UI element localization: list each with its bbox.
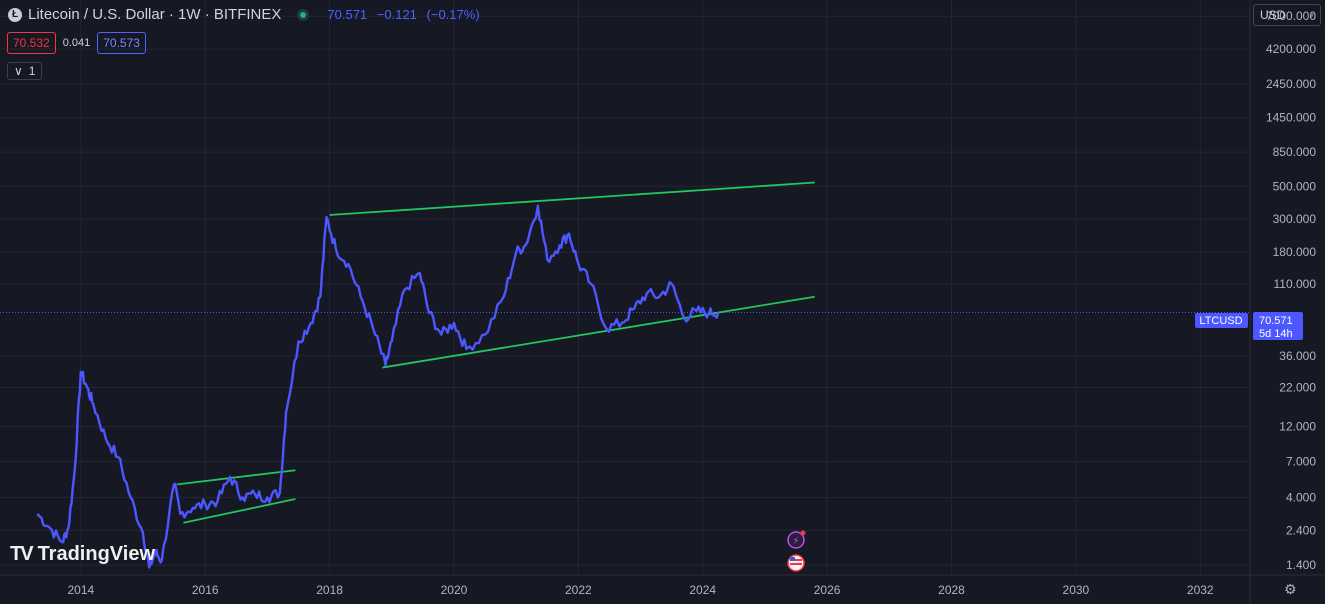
symbol-title[interactable]: Litecoin / U.S. Dollar · 1W · BITFINEX: [28, 6, 282, 23]
x-tick-label: 2028: [938, 583, 965, 597]
y-axis-ticks: 1.400 2.400 4.000 7.000 12.000 22.000 36.000 11…: [1266, 9, 1316, 572]
x-tick-label: 2020: [441, 583, 468, 597]
x-tick-label: 2018: [316, 583, 343, 597]
trend-line[interactable]: [382, 295, 815, 369]
trend-line[interactable]: [329, 181, 815, 216]
x-tick-label: 2026: [814, 583, 841, 597]
indicators-count: 1: [28, 64, 36, 78]
x-tick-label: 2016: [192, 583, 219, 597]
y-tick-label: 7.000: [1286, 454, 1316, 468]
y-tick-label: 1450.000: [1266, 111, 1316, 125]
tradingview-logo[interactable]: TV TradingView: [10, 543, 155, 566]
y-tick-label: 36.000: [1279, 349, 1316, 363]
y-tick-label: 2450.000: [1266, 77, 1316, 91]
y-tick-label: 500.000: [1273, 179, 1317, 193]
chevron-down-icon: ∨: [14, 64, 23, 78]
litecoin-icon: Ł: [8, 7, 22, 22]
y-tick-label: 22.000: [1279, 381, 1316, 395]
x-tick-label: 2022: [565, 583, 592, 597]
y-tick-label: 850.000: [1273, 145, 1317, 159]
chevron-down-icon: ▾: [1309, 9, 1314, 20]
logo-text: TradingView: [37, 543, 156, 565]
y-tick-label: 300.000: [1273, 212, 1317, 226]
price-label-price: 70.571: [1259, 315, 1293, 327]
price-change-pct: (−0.17%): [426, 7, 480, 22]
svg-text:⚡: ⚡: [792, 536, 799, 547]
y-tick-label: 12.000: [1279, 420, 1316, 434]
market-open-icon[interactable]: [297, 8, 310, 21]
buy-price-button[interactable]: 70.573: [97, 32, 146, 54]
y-tick-label: 1.400: [1286, 558, 1316, 572]
y-tick-label: 2.400: [1286, 523, 1316, 537]
chart-header: Ł Litecoin / U.S. Dollar · 1W · BITFINEX…: [8, 6, 486, 23]
y-tick-label: 4200.000: [1266, 42, 1316, 56]
price-change: −0.121: [376, 7, 417, 22]
trend-line[interactable]: [177, 469, 296, 486]
x-tick-label: 2014: [67, 583, 94, 597]
price-series-line: [36, 204, 720, 569]
y-tick-label: 180.000: [1273, 245, 1317, 259]
sell-price-button[interactable]: 70.532: [7, 32, 56, 54]
price-label-symbol: LTCUSD: [1199, 315, 1242, 327]
last-price: 70.571: [327, 7, 368, 22]
settings-gear-icon[interactable]: ⚙: [1284, 581, 1297, 597]
trend-lines: [177, 181, 815, 524]
spread-value: 0.041: [62, 37, 91, 49]
x-tick-label: 2024: [689, 583, 716, 597]
x-tick-label: 2030: [1063, 583, 1090, 597]
x-tick-label: 2032: [1187, 583, 1214, 597]
us-flag-event-icon[interactable]: [787, 554, 805, 572]
lightning-event-icon[interactable]: ⚡: [787, 530, 806, 549]
y-tick-label: 7000.000: [1266, 9, 1316, 23]
indicators-toggle-button[interactable]: ∨ 1: [7, 62, 43, 80]
y-tick-label: 110.000: [1274, 277, 1317, 291]
currency-select[interactable]: USD ▾: [1253, 4, 1321, 26]
ohlc-readout: 70.571 −0.121 (−0.17%): [327, 7, 485, 22]
tradingview-mark-icon: TV: [10, 543, 34, 565]
x-axis-ticks: 2014 2016 2018 2020 2022 2024 2026 2028 2030 2032: [67, 583, 1213, 597]
symbol-price-label: LTCUSD 70.571 5d 14h: [1195, 312, 1303, 340]
price-label-countdown: 5d 14h: [1259, 328, 1293, 340]
currency-value: USD: [1260, 8, 1286, 22]
bid-ask-row: 70.532 0.041 70.573: [7, 32, 146, 54]
y-tick-label: 4.000: [1286, 490, 1316, 504]
trend-line[interactable]: [183, 498, 296, 524]
